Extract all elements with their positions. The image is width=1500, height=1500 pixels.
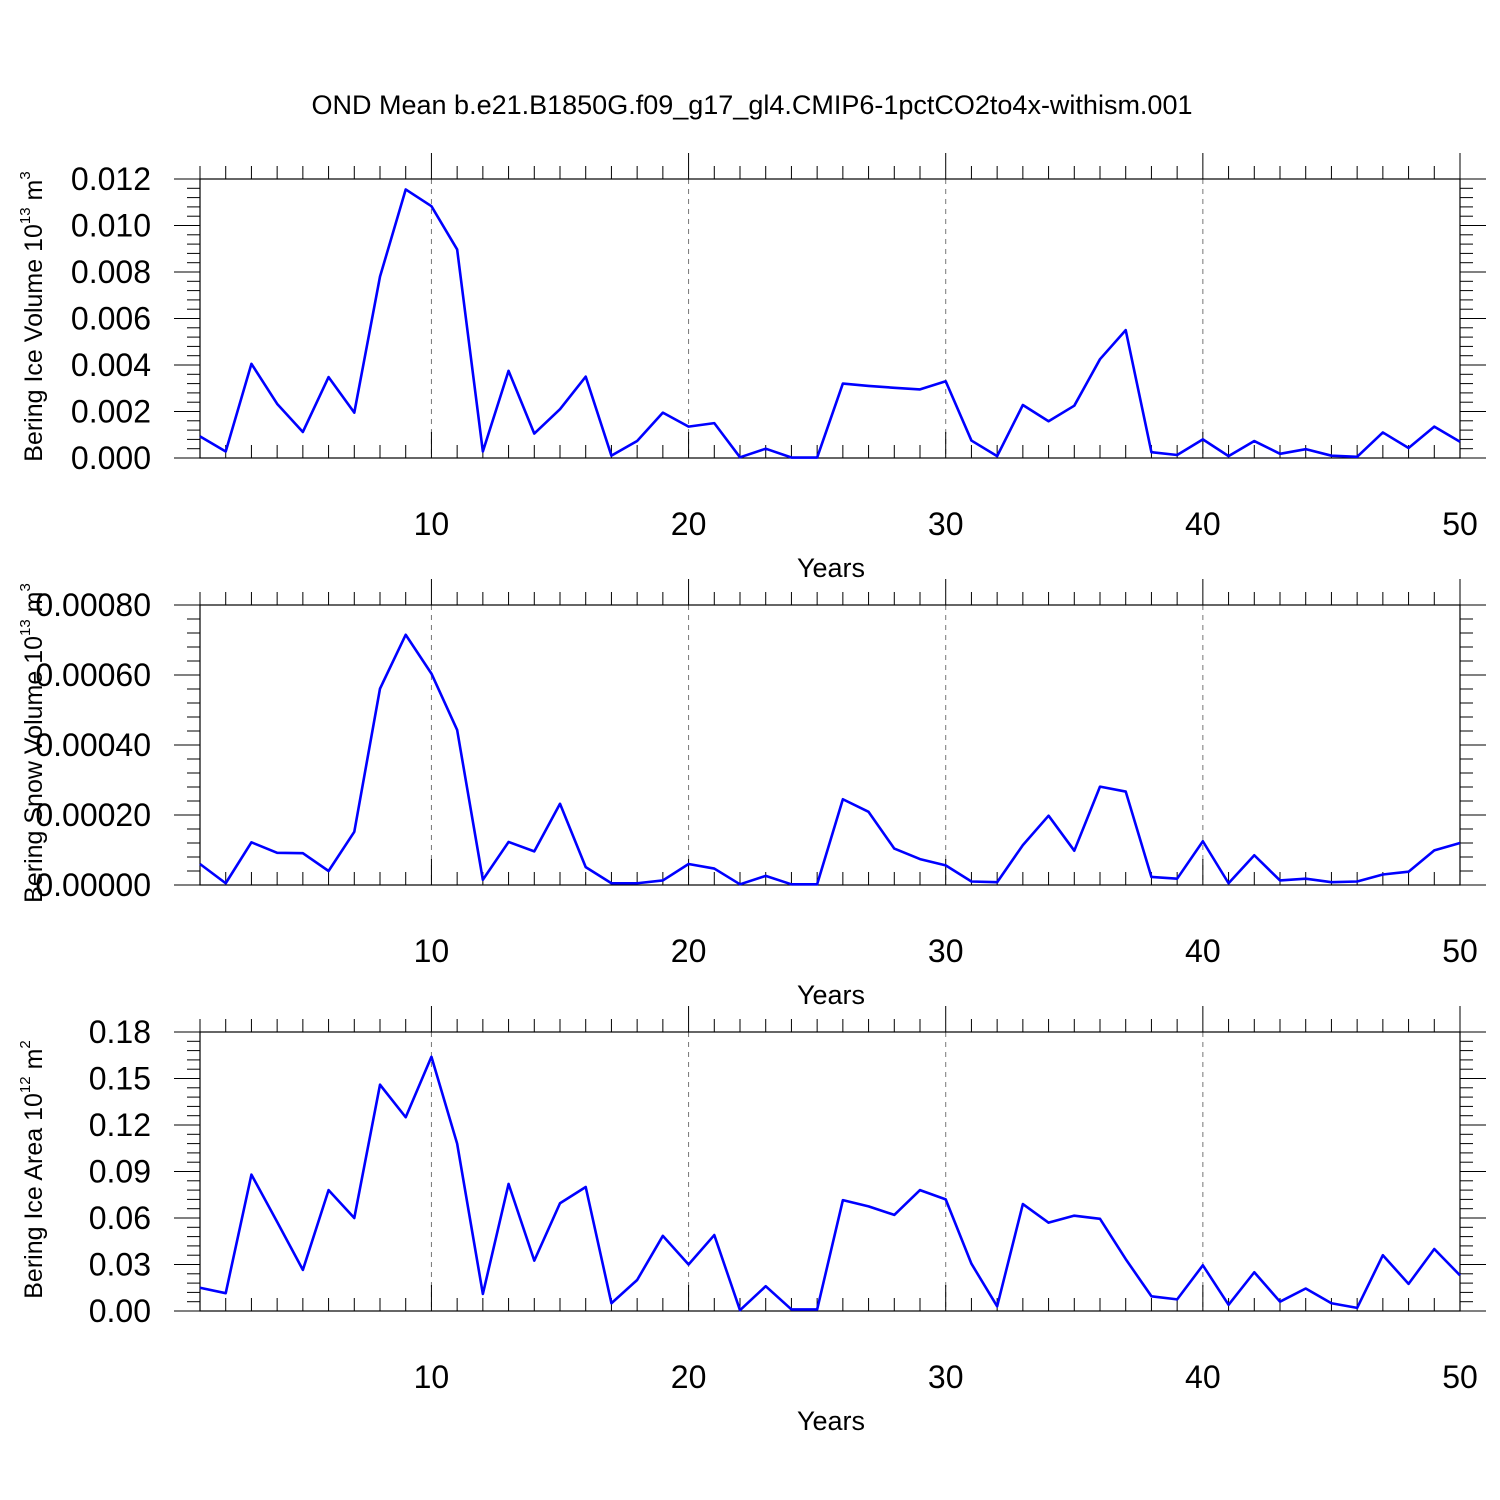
plot-frame bbox=[199, 178, 1461, 459]
y-tick-label: 0.06 bbox=[89, 1200, 151, 1236]
y-tick-label: 0.00080 bbox=[35, 587, 151, 623]
panel-1: 10 20 30 40 50 0.000 0.002 0.004 0.006 0.008 0.010… bbox=[17, 153, 1486, 583]
y-tick-label: 0.006 bbox=[71, 301, 151, 337]
y-tick-label: 0.00060 bbox=[35, 657, 151, 693]
y-tick-label: 0.03 bbox=[89, 1247, 151, 1283]
x-axis-label: Years bbox=[797, 553, 865, 583]
y-tick-label: 0.008 bbox=[71, 254, 151, 290]
x-tick-label: 20 bbox=[671, 933, 707, 969]
x-axis-label: Years bbox=[797, 980, 865, 1010]
y-tick-label: 0.000 bbox=[71, 440, 151, 476]
y-tick-label: 0.00 bbox=[89, 1293, 151, 1329]
x-tick-label: 10 bbox=[414, 1359, 450, 1395]
y-tick-label: 0.004 bbox=[71, 347, 151, 383]
y-axis-label: Bering Ice Volume 1013 m3 bbox=[17, 171, 48, 461]
x-tick-label: 50 bbox=[1442, 933, 1478, 969]
x-tick-label: 10 bbox=[414, 506, 450, 542]
x-axis-label: Years bbox=[797, 1406, 865, 1436]
x-tick-label: 20 bbox=[671, 1359, 707, 1395]
y-tick-label: 0.15 bbox=[89, 1061, 151, 1097]
panel-3: 10 20 30 40 50 0.00 0.03 0.06 0.09 0.12 0.15 0.18 Ye… bbox=[17, 1006, 1486, 1436]
figure-title: OND Mean b.e21.B1850G.f09_g17_gl4.CMIP6-… bbox=[312, 90, 1193, 120]
series-line-1 bbox=[199, 1055, 1461, 1312]
x-tick-label: 30 bbox=[928, 1359, 964, 1395]
y-tick-label: 0.09 bbox=[89, 1154, 151, 1190]
y-tick-label: 0.12 bbox=[89, 1107, 151, 1143]
y-tick-label: 0.00020 bbox=[35, 797, 151, 833]
x-tick-label: 50 bbox=[1442, 506, 1478, 542]
y-tick-label: 0.18 bbox=[89, 1014, 151, 1050]
y-tick-label: 0.012 bbox=[71, 161, 151, 197]
x-tick-label: 50 bbox=[1442, 1359, 1478, 1395]
x-tick-label: 40 bbox=[1185, 1359, 1221, 1395]
y-tick-label: 0.010 bbox=[71, 208, 151, 244]
panel-2: 10 20 30 40 50 0.00000 0.00020 0.00040 0.00060 0.… bbox=[17, 579, 1486, 1010]
plot-frame bbox=[199, 1031, 1461, 1312]
y-tick-label: 0.00000 bbox=[35, 867, 151, 903]
x-tick-label: 30 bbox=[928, 933, 964, 969]
y-axis-label: Bering Snow Volume 1013 m3 bbox=[17, 583, 48, 903]
x-tick-label: 30 bbox=[928, 506, 964, 542]
y-axis-label: Bering Ice Area 1012 m2 bbox=[17, 1040, 48, 1299]
y-tick-label: 0.00040 bbox=[35, 727, 151, 763]
x-tick-label: 40 bbox=[1185, 933, 1221, 969]
series-line-1 bbox=[199, 188, 1461, 459]
panels: 10 20 30 40 50 0.000 0.002 0.004 0.006 0.008 0.010… bbox=[17, 153, 1486, 1436]
series-line-1 bbox=[199, 633, 1461, 886]
x-tick-label: 20 bbox=[671, 506, 707, 542]
x-tick-label: 40 bbox=[1185, 506, 1221, 542]
y-tick-label: 0.002 bbox=[71, 394, 151, 430]
x-tick-label: 10 bbox=[414, 933, 450, 969]
